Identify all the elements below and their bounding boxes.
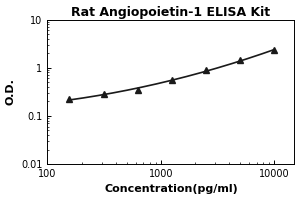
Title: Rat Angiopoietin-1 ELISA Kit: Rat Angiopoietin-1 ELISA Kit xyxy=(71,6,271,19)
X-axis label: Concentration(pg/ml): Concentration(pg/ml) xyxy=(104,184,238,194)
Y-axis label: O.D.: O.D. xyxy=(6,78,16,105)
